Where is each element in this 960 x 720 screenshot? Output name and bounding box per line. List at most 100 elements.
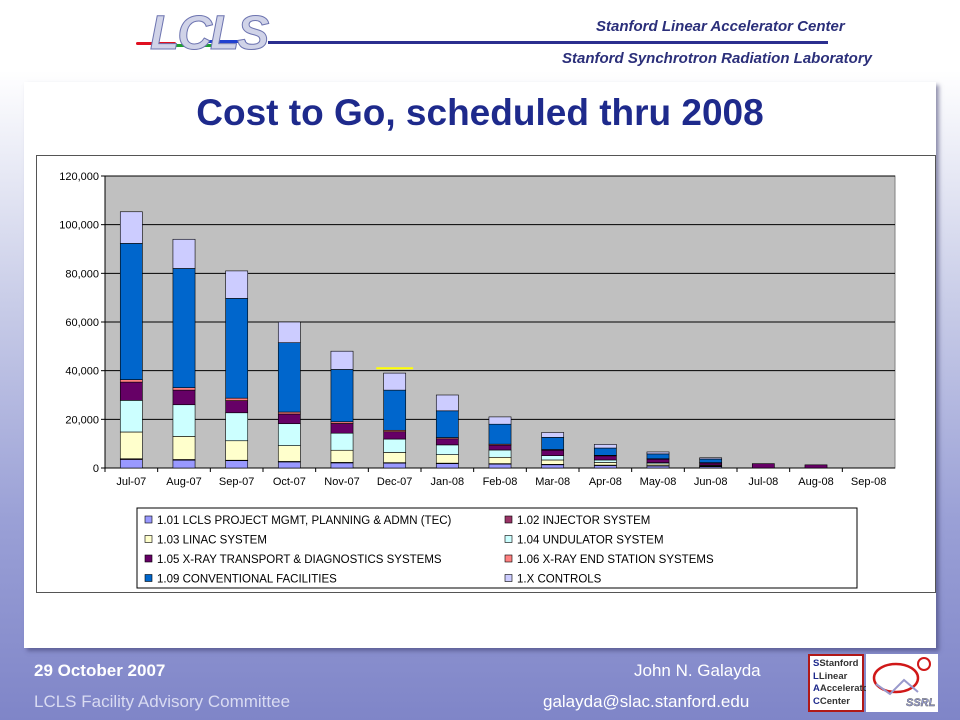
bar-segment xyxy=(383,372,407,391)
slide-title: Cost to Go, scheduled thru 2008 xyxy=(196,92,764,133)
bar-segment xyxy=(646,451,670,455)
legend-swatch xyxy=(144,535,153,543)
bar-segment xyxy=(277,423,301,446)
chart-frame: 0 20,000 40,000 60,000 80,000 100,000 120,000 J… xyxy=(36,155,936,593)
legend-label: 1.03 LINAC SYSTEM xyxy=(157,535,267,547)
bar-segment xyxy=(383,452,407,463)
bar-segment xyxy=(330,432,354,451)
legend-label: 1.04 UNDULATOR SYSTEM xyxy=(517,535,664,547)
y-tick-label: 60,000 xyxy=(65,317,99,329)
bar-segment xyxy=(330,423,354,434)
x-tick-label: Sep-08 xyxy=(851,476,886,488)
legend-label: 1.01 LCLS PROJECT MGMT, PLANNING & ADMN … xyxy=(157,515,452,527)
stacked-bar-chart: 0 20,000 40,000 60,000 80,000 100,000 120,000 J… xyxy=(59,171,896,589)
header-rule xyxy=(268,41,828,44)
header-band: LCLS Stanford Linear Accelerator Center … xyxy=(0,0,960,72)
bar-segment xyxy=(541,432,565,438)
y-tick-label: 0 xyxy=(93,463,99,475)
bar-segment xyxy=(277,461,301,469)
bar-segment xyxy=(646,453,670,460)
legend-label: 1.05 X-RAY TRANSPORT & DIAGNOSTICS SYSTE… xyxy=(157,554,442,566)
bar-segment xyxy=(225,440,249,461)
bar-segment xyxy=(593,447,617,456)
bar-segment xyxy=(541,455,565,461)
legend-swatch xyxy=(144,554,153,563)
legend-swatch xyxy=(504,554,513,563)
bar-segment xyxy=(172,387,196,391)
bar-segment xyxy=(119,459,143,469)
legend-swatch xyxy=(144,515,153,524)
bar-segment xyxy=(172,268,196,388)
legend-swatch xyxy=(504,535,513,543)
bar-segment xyxy=(119,243,143,380)
footer-author-email[interactable]: galayda@slac.stanford.edu xyxy=(543,692,750,711)
ssrl-logo: SSRL xyxy=(866,654,938,712)
logo-swoosh-green xyxy=(172,44,212,47)
bar-segment xyxy=(541,459,565,465)
bar-segment xyxy=(435,410,459,438)
bar-segment xyxy=(225,412,249,442)
x-tick-label: Dec-07 xyxy=(377,476,412,488)
x-tick-label: Sep-07 xyxy=(219,476,254,488)
bar-segment xyxy=(225,270,249,299)
bar-segment xyxy=(541,449,565,456)
bar-segment xyxy=(330,449,354,463)
bar-segment xyxy=(383,431,407,440)
bar-segment xyxy=(593,455,617,461)
x-tick-label: Jul-08 xyxy=(748,476,778,488)
bar-segment xyxy=(225,400,249,414)
x-tick-label: Jun-08 xyxy=(694,476,728,488)
bar-segment xyxy=(119,379,143,383)
bar-segment xyxy=(119,211,143,244)
bar-segment xyxy=(699,457,723,460)
y-tick-label: 40,000 xyxy=(65,366,99,378)
bar-segment xyxy=(119,381,143,401)
bar-segment xyxy=(488,423,512,445)
footer-author-name: John N. Galayda xyxy=(634,661,761,680)
x-tick-label: Mar-08 xyxy=(535,476,570,488)
slac-logo: SStanford LLinear AAccelerator CCenter xyxy=(808,654,872,712)
x-tick-label: Nov-07 xyxy=(324,476,359,488)
legend-box xyxy=(136,507,858,589)
slac-logo-line: CCenter xyxy=(813,695,850,707)
bar-segment xyxy=(699,458,723,463)
footer-committee: LCLS Facility Advisory Committee xyxy=(34,692,291,711)
bar-segment xyxy=(172,404,196,437)
bar-segment xyxy=(435,438,459,446)
bar-segment xyxy=(330,369,354,423)
x-tick-label: Apr-08 xyxy=(589,476,622,488)
logo-swoosh-red xyxy=(136,42,176,45)
x-tick-label: Jan-08 xyxy=(431,476,465,488)
legend-swatch xyxy=(504,515,513,524)
org-name-slac: Stanford Linear Accelerator Center xyxy=(596,18,845,35)
footer-date: 29 October 2007 xyxy=(34,661,166,680)
y-tick-label: 80,000 xyxy=(65,268,99,280)
legend-swatch xyxy=(144,574,153,582)
y-tick-label: 20,000 xyxy=(65,414,99,426)
y-tick-label: 100,000 xyxy=(59,220,99,232)
bar-segment xyxy=(225,298,249,399)
x-tick-label: Aug-07 xyxy=(166,476,201,488)
legend-label: 1.X CONTROLS xyxy=(517,574,602,586)
bar-segment xyxy=(119,431,143,460)
slac-logo-line: LLinear xyxy=(813,670,848,682)
x-tick-label: Jul-07 xyxy=(116,476,146,488)
legend-label: 1.09 CONVENTIONAL FACILITIES xyxy=(157,574,337,586)
bar-segment xyxy=(435,463,459,469)
legend-swatch xyxy=(504,574,513,582)
bar-segment xyxy=(435,454,459,464)
bar-segment xyxy=(593,462,617,466)
bar-segment xyxy=(172,238,196,269)
bar-segment xyxy=(488,463,512,469)
bar-segment xyxy=(225,460,249,469)
legend-label: 1.06 X-RAY END STATION SYSTEMS xyxy=(517,554,714,566)
bar-segment xyxy=(330,462,354,469)
x-tick-label: Feb-08 xyxy=(483,476,518,488)
slac-logo-line: SStanford xyxy=(813,658,859,669)
bar-segment xyxy=(383,438,407,453)
bar-segment xyxy=(330,350,354,370)
y-tick-label: 120,000 xyxy=(59,171,99,183)
bar-segment xyxy=(541,437,565,450)
ssrl-logo-text: SSRL xyxy=(906,697,936,709)
bar-segment xyxy=(383,389,407,431)
